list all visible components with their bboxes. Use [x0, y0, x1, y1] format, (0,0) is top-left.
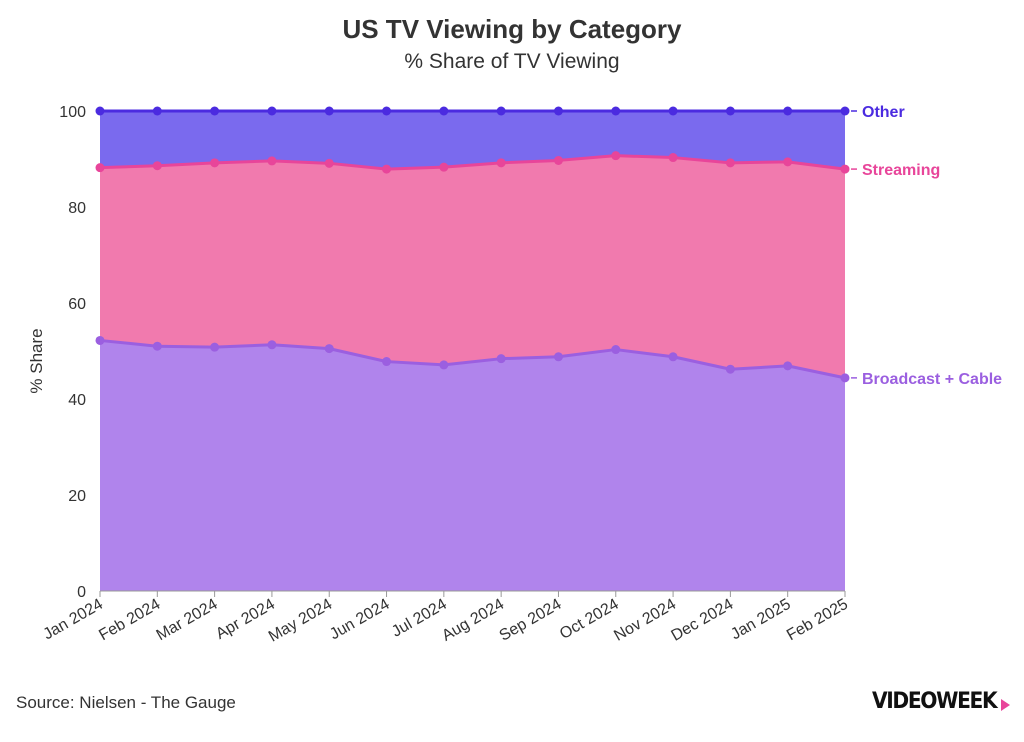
x-tick-label-10: Nov 2024 — [611, 596, 679, 645]
line-streaming — [99, 154, 846, 171]
line-broadcast-cable — [99, 338, 846, 380]
x-tick-label-8: Sep 2024 — [497, 596, 565, 645]
areas — [100, 111, 845, 591]
point-broadcast-cable-11 — [725, 364, 735, 374]
end-label-other: Other — [862, 104, 905, 121]
point-streaming-13 — [840, 164, 850, 174]
point-broadcast-cable-12 — [783, 361, 793, 371]
point-broadcast-cable-7 — [496, 354, 506, 364]
x-tick-label-7: Aug 2024 — [439, 596, 507, 645]
point-other-6 — [439, 106, 449, 116]
point-streaming-8 — [553, 155, 563, 165]
series-end-labels: Broadcast + Cable Streaming Other — [851, 104, 1002, 388]
point-other-12 — [783, 106, 793, 116]
point-other-9 — [611, 106, 621, 116]
point-other-0 — [95, 106, 105, 116]
point-other-4 — [324, 106, 334, 116]
area-other — [100, 111, 845, 170]
point-other-5 — [382, 106, 392, 116]
y-tick-labels: 0 20 40 60 80 100 — [59, 104, 86, 601]
x-tick-label-2: Mar 2024 — [154, 596, 221, 645]
end-label-streaming: Streaming — [862, 162, 940, 179]
y-tick-label-20: 20 — [68, 488, 86, 505]
axes — [99, 590, 846, 597]
x-tick-label-5: Jun 2024 — [327, 596, 393, 644]
point-broadcast-cable-4 — [324, 344, 334, 354]
point-other-3 — [267, 106, 277, 116]
point-streaming-6 — [439, 162, 449, 172]
point-broadcast-cable-1 — [152, 341, 162, 351]
x-tick-label-13: Feb 2025 — [784, 596, 851, 645]
point-streaming-2 — [210, 158, 220, 168]
point-other-10 — [668, 106, 678, 116]
y-tick-label-100: 100 — [59, 104, 86, 121]
point-streaming-10 — [668, 153, 678, 163]
point-streaming-0 — [95, 163, 105, 173]
point-streaming-7 — [496, 158, 506, 168]
logo-wordmark: VIDEOWEEK — [872, 688, 998, 714]
logo-play-icon — [1001, 699, 1011, 711]
y-tick-label-0: 0 — [77, 584, 86, 601]
series-lines — [99, 109, 846, 380]
point-streaming-11 — [725, 158, 735, 168]
area-broadcast-cable — [100, 340, 845, 591]
point-other-2 — [210, 106, 220, 116]
x-tick-label-0: Jan 2024 — [40, 596, 106, 644]
x-tick-label-9: Oct 2024 — [557, 596, 622, 643]
point-streaming-5 — [382, 164, 392, 174]
point-streaming-1 — [152, 161, 162, 171]
point-streaming-4 — [324, 158, 334, 168]
point-broadcast-cable-2 — [210, 342, 220, 352]
point-streaming-9 — [611, 151, 621, 161]
x-tick-label-1: Feb 2024 — [96, 596, 163, 645]
point-broadcast-cable-0 — [95, 335, 105, 345]
end-label-broadcast-cable: Broadcast + Cable — [862, 371, 1002, 388]
chart-subtitle: % Share of TV Viewing — [404, 50, 620, 73]
area-streaming — [100, 155, 845, 378]
point-streaming-3 — [267, 156, 277, 166]
point-streaming-12 — [783, 157, 793, 167]
point-broadcast-cable-8 — [553, 352, 563, 362]
point-other-1 — [152, 106, 162, 116]
x-tick-label-12: Jan 2025 — [728, 596, 794, 644]
y-tick-label-60: 60 — [68, 296, 86, 313]
x-tick-label-11: Dec 2024 — [669, 596, 737, 645]
point-other-11 — [725, 106, 735, 116]
series-markers — [95, 106, 850, 383]
point-other-13 — [840, 106, 850, 116]
point-broadcast-cable-5 — [382, 357, 392, 367]
x-tick-label-4: May 2024 — [266, 596, 335, 646]
point-broadcast-cable-6 — [439, 360, 449, 370]
point-broadcast-cable-9 — [611, 345, 621, 355]
point-broadcast-cable-13 — [840, 373, 850, 383]
y-tick-label-40: 40 — [68, 392, 86, 409]
point-broadcast-cable-3 — [267, 340, 277, 350]
point-broadcast-cable-10 — [668, 352, 678, 362]
point-other-8 — [553, 106, 563, 116]
point-other-7 — [496, 106, 506, 116]
y-axis-label: % Share — [27, 328, 46, 393]
y-tick-label-80: 80 — [68, 200, 86, 217]
videoweek-logo: VIDEOWEEK — [872, 686, 1011, 716]
chart-title: US TV Viewing by Category — [342, 14, 682, 44]
source-note: Source: Nielsen - The Gauge — [16, 693, 236, 712]
